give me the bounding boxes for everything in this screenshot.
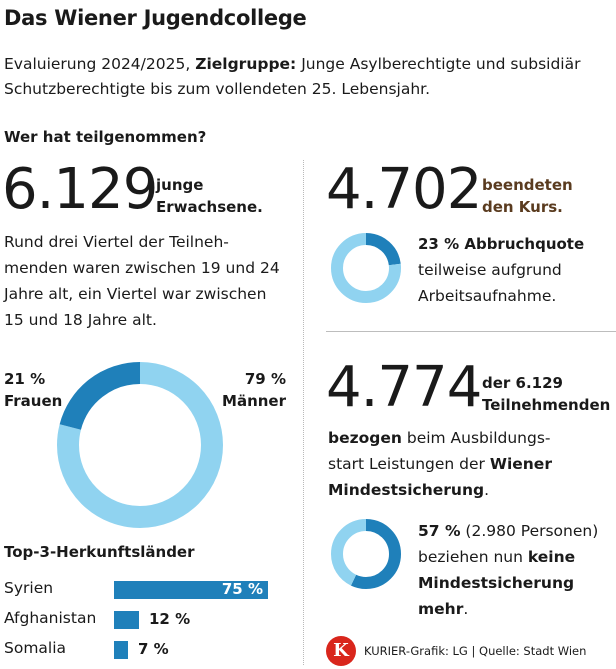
gender-slice-women: [57, 362, 223, 528]
benefits-slice: [331, 519, 401, 589]
subtitle-bold: Zielgruppe:: [195, 55, 297, 73]
participants-text-line2: menden waren zwischen 19 und 24: [4, 259, 280, 277]
bar-value-afghanistan: 12 %: [149, 610, 191, 628]
dropout-text: 23 % Abbruchquote teilweise aufgrund Arb…: [418, 231, 613, 309]
completed-slice: [331, 233, 401, 303]
gender-donut-chart: [57, 362, 223, 528]
benefits-line5: Mindestsicherung.: [328, 477, 613, 503]
gender-women-name: Frauen: [4, 392, 63, 410]
gender-women-label: 21 % Frauen: [4, 368, 62, 412]
dropout-donut-chart: [331, 233, 401, 303]
participants-text-line1: Rund drei Viertel der Teilneh-: [4, 233, 229, 251]
bar-value-somalia: 7 %: [138, 640, 169, 658]
benefits-number: 4.774: [326, 355, 482, 420]
completed-label-line2: den Kurs.: [482, 198, 563, 216]
gender-men-label: 79 % Männer: [222, 368, 286, 412]
benefits-share-rest: (2.980 Personen): [460, 522, 599, 540]
dropout-line2: teilweise aufgrund: [418, 261, 562, 279]
participants-label-line1: junge: [156, 176, 204, 194]
benefits-line4-pre: start Leistungen der: [328, 455, 490, 473]
origin-title: Top-3-Herkunftsländer: [4, 543, 195, 561]
completed-label-line1: beendeten: [482, 176, 573, 194]
gender-men-value: 79 %: [244, 370, 286, 388]
participants-label-line2: Erwachsene.: [156, 198, 263, 216]
bar-value-syrien: 75 %: [221, 580, 263, 598]
benefits-line4-bold: Wiener: [489, 455, 552, 473]
benefits-donut-chart: [331, 519, 401, 589]
participants-number: 6.129: [2, 157, 158, 222]
benefits-line3-rest: beim Ausbildungs-: [401, 429, 551, 447]
kurier-logo: [326, 636, 356, 666]
participants-text-line4: 15 und 18 Jahre alt.: [4, 311, 157, 329]
benefits-line4: start Leistungen der Wiener: [328, 451, 613, 477]
vertical-divider: [303, 160, 304, 665]
benefits-share-line2-pre: beziehen nun: [418, 548, 528, 566]
horizontal-divider: [326, 331, 616, 332]
page-title: Das Wiener Jugendcollege: [4, 6, 307, 30]
gender-women-value: 21 %: [4, 370, 46, 388]
benefits-line5-bold: Mindestsicherung: [328, 481, 485, 499]
bar-syrien: [114, 581, 268, 599]
bar-somalia: [114, 641, 128, 659]
benefits-line3-bold: bezogen: [328, 429, 402, 447]
benefits-share-line3-rest: .: [463, 600, 469, 618]
kurier-logo-letter: K: [333, 640, 349, 661]
bar-label-syrien: Syrien: [4, 579, 54, 597]
benefits-share-bold: 57 %: [418, 522, 461, 540]
benefits-share-text: 57 % (2.980 Personen) beziehen nun keine…: [418, 518, 614, 622]
benefits-line3: bezogen beim Ausbildungs-: [328, 425, 613, 451]
completed-label: beendeten den Kurs.: [482, 174, 573, 218]
subtitle-pre: Evaluierung 2024/2025,: [4, 55, 196, 73]
source-credit: KURIER-Grafik: LG | Quelle: Stadt Wien: [364, 644, 587, 658]
subtitle: Evaluierung 2024/2025, Zielgruppe: Junge…: [4, 52, 604, 102]
participants-text-line3: Jahre alt, ein Viertel war zwischen: [4, 285, 267, 303]
benefits-share-line3-bold: Mindestsicherung mehr: [418, 574, 575, 618]
benefits-label: der 6.129 Teilnehmenden: [482, 372, 610, 416]
gender-men-name: Männer: [222, 392, 286, 410]
bar-afghanistan: [114, 611, 139, 629]
section-title: Wer hat teilgenommen?: [4, 128, 207, 146]
participants-label: junge Erwachsene.: [156, 174, 263, 218]
benefits-label-line1: der 6.129: [482, 374, 563, 392]
completed-number: 4.702: [326, 157, 482, 222]
benefits-label-line2: Teilnehmenden: [482, 396, 611, 414]
benefits-share-line2: beziehen nun keine: [418, 544, 614, 570]
bar-label-somalia: Somalia: [4, 639, 67, 657]
benefits-share-line2-bold: keine: [527, 548, 576, 566]
benefits-text: bezogen beim Ausbildungs- start Leistung…: [328, 425, 613, 503]
benefits-line5-rest: .: [484, 481, 490, 499]
subtitle-post: Junge Asylberechtigte und subsidiär Schu…: [4, 55, 581, 98]
dropout-bold: 23 % Abbruchquote: [418, 235, 585, 253]
bar-label-afghanistan: Afghanistan: [4, 609, 97, 627]
dropout-line3: Arbeitsaufnahme.: [418, 287, 557, 305]
benefits-share-line1: 57 % (2.980 Personen): [418, 518, 614, 544]
participants-text: Rund drei Viertel der Teilneh- menden wa…: [4, 229, 299, 333]
benefits-share-line3: Mindestsicherung mehr.: [418, 570, 614, 622]
